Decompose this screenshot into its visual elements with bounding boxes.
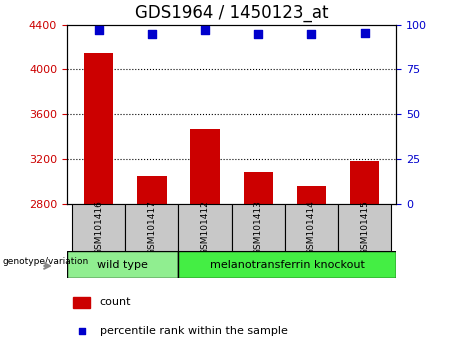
Bar xyxy=(243,172,273,204)
Bar xyxy=(178,251,396,278)
Bar xyxy=(72,204,125,251)
Bar xyxy=(178,204,231,251)
Text: GSM101416: GSM101416 xyxy=(94,200,103,255)
Text: genotype/variation: genotype/variation xyxy=(2,257,88,267)
Point xyxy=(95,27,102,33)
Bar xyxy=(297,185,326,204)
Title: GDS1964 / 1450123_at: GDS1964 / 1450123_at xyxy=(135,4,328,22)
Text: GSM101417: GSM101417 xyxy=(148,200,156,255)
Point xyxy=(361,30,368,36)
Bar xyxy=(285,204,338,251)
Text: count: count xyxy=(100,297,131,307)
Point xyxy=(307,31,315,36)
Point xyxy=(201,27,209,33)
Text: percentile rank within the sample: percentile rank within the sample xyxy=(100,326,288,336)
Text: wild type: wild type xyxy=(97,259,148,270)
Bar xyxy=(350,161,379,204)
Point xyxy=(148,31,156,36)
Bar xyxy=(231,204,285,251)
Bar xyxy=(338,204,391,251)
Text: GSM101414: GSM101414 xyxy=(307,200,316,255)
Bar xyxy=(190,129,220,204)
Text: GSM101415: GSM101415 xyxy=(360,200,369,255)
Bar xyxy=(137,176,166,204)
Bar xyxy=(67,251,178,278)
Bar xyxy=(84,53,113,204)
Bar xyxy=(125,204,178,251)
Text: GSM101413: GSM101413 xyxy=(254,200,263,255)
Point xyxy=(254,31,262,36)
Bar xyxy=(73,297,90,308)
Text: GSM101412: GSM101412 xyxy=(201,200,210,255)
Point xyxy=(78,329,85,334)
Text: melanotransferrin knockout: melanotransferrin knockout xyxy=(210,259,365,270)
